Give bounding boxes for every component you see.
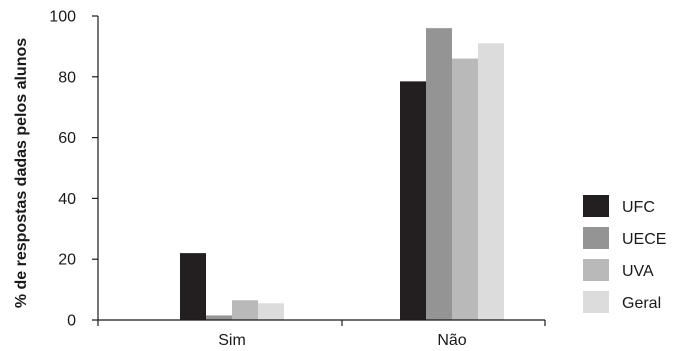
- y-tick-label: 100: [49, 9, 76, 26]
- legend-label-geral: Geral: [622, 295, 661, 312]
- bar-uva-1: [452, 58, 478, 321]
- bar-uva-0: [232, 300, 258, 320]
- y-tick-label: 0: [67, 313, 76, 330]
- y-tick-label: 80: [58, 69, 76, 86]
- bar-ufc-0: [180, 253, 206, 320]
- y-tick-label: 20: [58, 252, 76, 269]
- x-category-label: Sim: [218, 332, 246, 349]
- bar-uece-1: [426, 28, 452, 320]
- legend-swatch-uva: [583, 259, 609, 281]
- bar-ufc-1: [400, 81, 426, 320]
- bars-group: [180, 28, 504, 321]
- y-axis-title: % de respostas dadas pelos alunos: [13, 38, 30, 308]
- legend-swatch-geral: [583, 291, 609, 313]
- y-tick-label: 40: [58, 191, 76, 208]
- legend-label-uva: UVA: [622, 263, 654, 280]
- legend: UFC UECE UVA Geral: [583, 195, 666, 313]
- bar-geral-0: [258, 303, 284, 320]
- legend-swatch-uece: [583, 227, 609, 249]
- y-axis-ticks: 0 20 40 60 80 100: [49, 9, 98, 330]
- bar-uece-0: [206, 315, 232, 320]
- bar-geral-1: [478, 43, 504, 321]
- legend-label-uece: UECE: [622, 231, 666, 248]
- legend-label-ufc: UFC: [622, 199, 655, 216]
- legend-swatch-ufc: [583, 195, 609, 217]
- x-axis-ticks: Sim Não: [97, 320, 546, 349]
- y-tick-label: 60: [58, 130, 76, 147]
- x-category-label: Não: [437, 332, 466, 349]
